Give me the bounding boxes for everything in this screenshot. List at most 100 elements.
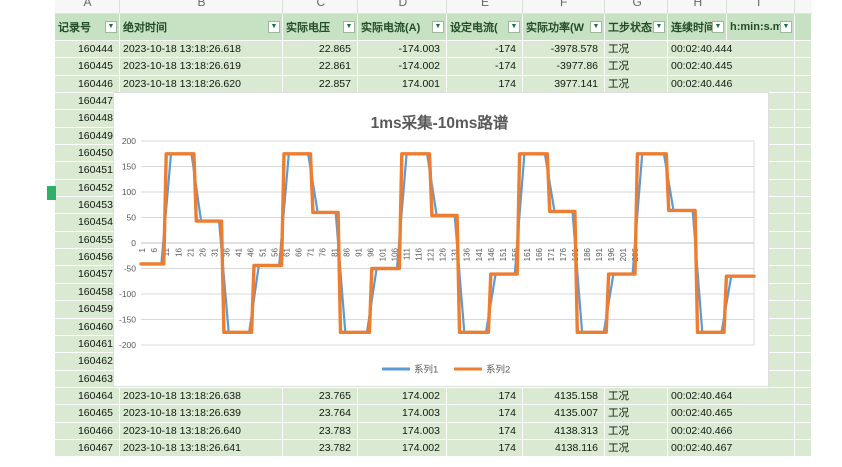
column-letter-E[interactable]: E bbox=[481, 0, 490, 9]
cell[interactable]: 23.765 bbox=[283, 387, 358, 406]
cell[interactable]: 174 bbox=[447, 422, 523, 440]
cell[interactable]: 160447 bbox=[55, 93, 120, 111]
cell[interactable] bbox=[795, 335, 812, 354]
cell[interactable] bbox=[795, 197, 812, 215]
cell[interactable]: 174 bbox=[447, 75, 523, 94]
cell[interactable]: 174.002 bbox=[358, 439, 447, 458]
cell[interactable]: 160458 bbox=[55, 283, 120, 302]
cell[interactable]: 160464 bbox=[55, 387, 120, 406]
cell[interactable] bbox=[795, 93, 812, 111]
cell[interactable]: 160445 bbox=[55, 58, 120, 76]
cell[interactable]: 160456 bbox=[55, 249, 120, 267]
cell[interactable]: 174.003 bbox=[358, 422, 447, 440]
cell[interactable]: 160466 bbox=[55, 422, 120, 440]
cell[interactable]: 2023-10-18 13:18:26.618 bbox=[120, 41, 283, 59]
header-cell-D[interactable]: 实际电流(A) ▼ bbox=[358, 14, 447, 41]
cell[interactable]: 工况 bbox=[605, 405, 668, 423]
cell[interactable]: 160446 bbox=[55, 75, 120, 94]
cell[interactable]: 22.857 bbox=[283, 75, 358, 94]
cell[interactable]: -174.003 bbox=[358, 41, 447, 59]
cell[interactable] bbox=[795, 439, 812, 458]
cell[interactable]: 工况 bbox=[605, 439, 668, 458]
cell[interactable]: 2023-10-18 13:18:26.619 bbox=[120, 58, 283, 76]
cell[interactable] bbox=[795, 422, 812, 440]
cell[interactable]: 2023-10-18 13:18:26.640 bbox=[120, 422, 283, 440]
cell[interactable]: 00:02:40.467 bbox=[668, 439, 795, 458]
cell[interactable]: 4135.007 bbox=[523, 405, 605, 423]
cell[interactable]: 2023-10-18 13:18:26.638 bbox=[120, 387, 283, 406]
cell[interactable] bbox=[795, 353, 812, 371]
cell[interactable]: -174 bbox=[447, 58, 523, 76]
cell[interactable]: 160450 bbox=[55, 145, 120, 163]
cell[interactable] bbox=[795, 41, 812, 59]
cell[interactable]: 174.003 bbox=[358, 405, 447, 423]
cell[interactable]: 4138.116 bbox=[523, 439, 605, 458]
cell[interactable]: 工况 bbox=[605, 422, 668, 440]
cell[interactable]: 2023-10-18 13:18:26.641 bbox=[120, 439, 283, 458]
cell[interactable]: -3977.86 bbox=[523, 58, 605, 76]
cell[interactable] bbox=[795, 283, 812, 302]
column-letter-strip[interactable]: A B C D E F G H I bbox=[55, 0, 812, 14]
column-letter-B[interactable]: B bbox=[197, 0, 206, 9]
cell[interactable]: 00:02:40.465 bbox=[668, 405, 795, 423]
cell[interactable]: 160465 bbox=[55, 405, 120, 423]
cell[interactable] bbox=[795, 249, 812, 267]
column-letter-C[interactable]: C bbox=[316, 0, 326, 9]
cell[interactable]: 160451 bbox=[55, 162, 120, 180]
cell[interactable]: 174.002 bbox=[358, 387, 447, 406]
cell[interactable]: 23.783 bbox=[283, 422, 358, 440]
cell[interactable]: 23.764 bbox=[283, 405, 358, 423]
cell[interactable]: 160453 bbox=[55, 197, 120, 215]
cell[interactable] bbox=[795, 387, 812, 406]
cell[interactable]: 160462 bbox=[55, 353, 120, 371]
cell[interactable]: 4138.313 bbox=[523, 422, 605, 440]
cell[interactable]: 160448 bbox=[55, 110, 120, 128]
column-letter-I[interactable]: I bbox=[757, 0, 761, 9]
cell[interactable] bbox=[795, 179, 812, 198]
cell[interactable] bbox=[795, 266, 812, 284]
header-cell-I[interactable]: h:min:s.ms ▼ bbox=[727, 14, 795, 41]
cell[interactable]: 160452 bbox=[55, 179, 120, 198]
cell[interactable] bbox=[795, 318, 812, 336]
header-cell-B[interactable]: 绝对时间 ▼ bbox=[120, 14, 283, 41]
cell[interactable] bbox=[795, 231, 812, 250]
cell[interactable]: 22.861 bbox=[283, 58, 358, 76]
cell[interactable]: 4135.158 bbox=[523, 387, 605, 406]
cell[interactable]: 174 bbox=[447, 439, 523, 458]
cell[interactable] bbox=[795, 405, 812, 423]
filter-button[interactable]: ▼ bbox=[712, 21, 724, 33]
filter-button[interactable]: ▼ bbox=[343, 21, 355, 33]
column-letter-G[interactable]: G bbox=[632, 0, 642, 9]
cell[interactable]: 160444 bbox=[55, 41, 120, 59]
cell[interactable]: 00:02:40.445 bbox=[668, 58, 795, 76]
cell[interactable] bbox=[795, 75, 812, 94]
filter-button[interactable]: ▼ bbox=[590, 21, 602, 33]
cell[interactable]: -174.002 bbox=[358, 58, 447, 76]
cell[interactable]: 工况 bbox=[605, 58, 668, 76]
filter-button[interactable]: ▼ bbox=[432, 21, 444, 33]
header-cell-A[interactable]: 记录号 ▼ bbox=[55, 14, 120, 41]
cell[interactable]: 2023-10-18 13:18:26.639 bbox=[120, 405, 283, 423]
cell[interactable]: 23.782 bbox=[283, 439, 358, 458]
cell[interactable]: 174 bbox=[447, 405, 523, 423]
embedded-chart[interactable]: 200 150 100 50 0 -50 -100 -150 -200 1 6 11 16 21 26 31 3… bbox=[113, 92, 769, 387]
cell[interactable]: 22.865 bbox=[283, 41, 358, 59]
header-cell-C[interactable]: 实际电压 ▼ bbox=[283, 14, 358, 41]
cell[interactable] bbox=[795, 214, 812, 232]
cell[interactable]: 3977.141 bbox=[523, 75, 605, 94]
column-letter-A[interactable]: A bbox=[83, 0, 92, 9]
cell[interactable] bbox=[795, 110, 812, 128]
cell[interactable]: 工况 bbox=[605, 75, 668, 94]
header-cell-E[interactable]: 设定电流(▼ bbox=[447, 14, 523, 41]
cell[interactable]: 160467 bbox=[55, 439, 120, 458]
cell[interactable]: 174 bbox=[447, 387, 523, 406]
cell[interactable]: 174.001 bbox=[358, 75, 447, 94]
filter-button[interactable]: ▼ bbox=[653, 21, 665, 33]
cell[interactable]: 00:02:40.444 bbox=[668, 41, 795, 59]
filter-button[interactable]: ▼ bbox=[105, 21, 117, 33]
cell[interactable]: 00:02:40.464 bbox=[668, 387, 795, 406]
cell[interactable]: 工况 bbox=[605, 387, 668, 406]
cell[interactable]: 160457 bbox=[55, 266, 120, 284]
cell[interactable]: 160461 bbox=[55, 335, 120, 354]
cell[interactable]: -3978.578 bbox=[523, 41, 605, 59]
